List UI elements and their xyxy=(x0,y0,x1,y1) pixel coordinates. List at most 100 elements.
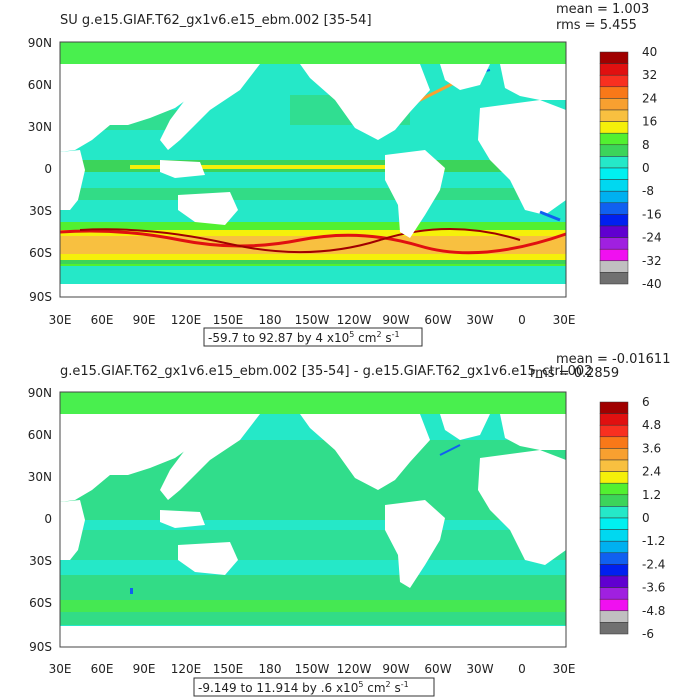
range-label: -59.7 to 92.87 by 4 x105 cm2 s-1 xyxy=(208,330,400,345)
bottom-panel: g.e15.GIAF.T62_gx1v6.e15_ebm.002 [35-54]… xyxy=(28,352,670,697)
lon-tick-label: 120W xyxy=(337,313,372,327)
lat-tick-label: 0 xyxy=(44,162,52,176)
colorbar-swatch xyxy=(599,575,629,588)
top-panel: SU g.e15.GIAF.T62_gx1v6.e15_ebm.002 [35-… xyxy=(28,2,662,347)
bottom-range-box: -9.149 to 11.914 by .6 x105 cm2 s-1 xyxy=(193,677,435,697)
colorbar-label: -6 xyxy=(642,627,654,641)
lon-tick-label: 60E xyxy=(91,662,114,676)
top-lat-axis: 90N 60N 30N 0 30S 60S 90S xyxy=(28,36,52,304)
colorbar-swatch xyxy=(599,74,629,88)
lat-tick-label: 30N xyxy=(28,120,52,134)
bottom-title: g.e15.GIAF.T62_gx1v6.e15_ebm.002 [35-54]… xyxy=(60,364,592,379)
colorbar-label: -2.4 xyxy=(642,557,665,571)
top-mean: mean = 1.003 xyxy=(556,2,649,17)
lon-tick-label: 90W xyxy=(382,313,409,327)
lon-tick-label: 0 xyxy=(518,313,526,327)
lon-tick-label: 0 xyxy=(518,662,526,676)
lon-tick-label: 30W xyxy=(466,662,493,676)
colorbar-swatch xyxy=(599,622,629,635)
colorbar-label: 4.8 xyxy=(642,418,661,432)
colorbar-swatch xyxy=(599,587,629,600)
lon-tick-label: 90E xyxy=(133,313,156,327)
lon-tick-label: 120E xyxy=(171,313,202,327)
lat-tick-label: 90S xyxy=(29,290,52,304)
lat-tick-label: 90S xyxy=(29,640,52,654)
bottom-mean: mean = -0.01611 xyxy=(556,352,670,367)
top-map xyxy=(59,41,567,298)
colorbar-swatch xyxy=(599,424,629,438)
lon-tick-label: 30W xyxy=(466,313,493,327)
colorbar-swatch xyxy=(599,156,629,169)
continents xyxy=(60,414,566,647)
lat-tick-label: 60N xyxy=(28,78,52,92)
colorbar-swatch xyxy=(599,63,629,76)
colorbar-swatch xyxy=(599,494,629,507)
colorbar-label: 8 xyxy=(642,138,650,152)
lat-tick-label: 60S xyxy=(29,246,52,260)
lon-tick-label: 90E xyxy=(133,662,156,676)
top-rms: rms = 5.455 xyxy=(556,18,637,33)
colorbar-label: 2.4 xyxy=(642,465,661,479)
colorbar-swatch xyxy=(599,564,629,577)
bottom-map xyxy=(59,391,567,648)
colorbar-label: 3.6 xyxy=(642,441,661,455)
colorbar-label: 32 xyxy=(642,68,657,82)
lon-tick-label: 120W xyxy=(337,662,372,676)
lat-tick-label: 60N xyxy=(28,428,52,442)
colorbar-label: -40 xyxy=(642,277,662,291)
bottom-lat-axis: 90N 60N 30N 0 30S 60S 90S xyxy=(28,386,52,654)
colorbar-swatch xyxy=(599,517,629,530)
lat-tick-label: 30N xyxy=(28,470,52,484)
lon-tick-label: 60E xyxy=(91,313,114,327)
colorbar-swatch xyxy=(599,202,629,215)
colorbar-label: -4.8 xyxy=(642,604,665,618)
colorbar-swatch xyxy=(599,144,629,157)
colorbar-label: 1.2 xyxy=(642,488,661,502)
colorbar-swatch xyxy=(599,260,629,273)
top-colorbar: 40 32 24 16 8 0 -8 -16 -24 -32 -40 xyxy=(599,45,662,291)
colorbar-label: -1.2 xyxy=(642,534,665,548)
colorbar-label: -3.6 xyxy=(642,581,665,595)
bottom-lon-axis: 30E 60E 90E 120E 150E 180 150W 120W 90W … xyxy=(49,662,576,676)
colorbar-swatch xyxy=(599,51,629,64)
colorbar-label: -16 xyxy=(642,207,662,221)
colorbar-swatch xyxy=(599,598,629,612)
lon-tick-label: 150W xyxy=(295,662,330,676)
colorbar-label: 16 xyxy=(642,115,657,129)
top-range-box: -59.7 to 92.87 by 4 x105 cm2 s-1 xyxy=(203,327,423,347)
colorbar-swatch xyxy=(599,552,629,565)
colorbar-swatch xyxy=(599,436,629,449)
lat-tick-label: 0 xyxy=(44,512,52,526)
colorbar-swatch xyxy=(599,109,629,122)
colorbar-swatch xyxy=(599,225,629,238)
lon-tick-label: 30E xyxy=(49,662,72,676)
bottom-rms: rms = 0.2859 xyxy=(530,366,619,381)
colorbar-label: -32 xyxy=(642,254,662,268)
bottom-colorbar: 6 4.8 3.6 2.4 1.2 0 -1.2 -2.4 -3.6 -4.8 -6 xyxy=(599,395,665,641)
colorbar-swatch xyxy=(599,471,629,484)
lon-tick-label: 180 xyxy=(259,662,282,676)
colorbar-swatch xyxy=(599,610,629,623)
top-lon-axis: 30E 60E 90E 120E 150E 180 150W 120W 90W … xyxy=(49,313,576,327)
lon-tick-label: 60W xyxy=(424,662,451,676)
colorbar-swatch xyxy=(599,506,629,519)
lon-tick-label: 180 xyxy=(259,313,282,327)
colorbar-label: -24 xyxy=(642,231,662,245)
colorbar-label: -8 xyxy=(642,184,654,198)
lon-tick-label: 120E xyxy=(171,662,202,676)
lat-tick-label: 90N xyxy=(28,36,52,50)
colorbar-swatch xyxy=(599,272,629,285)
lon-tick-label: 150W xyxy=(295,313,330,327)
colorbar-label: 6 xyxy=(642,395,650,409)
colorbar-label: 0 xyxy=(642,161,650,175)
colorbar-label: 24 xyxy=(642,91,657,105)
range-label: -9.149 to 11.914 by .6 x105 cm2 s-1 xyxy=(198,680,409,695)
continents xyxy=(60,64,566,297)
lon-tick-label: 60W xyxy=(424,313,451,327)
top-title: SU g.e15.GIAF.T62_gx1v6.e15_ebm.002 [35-… xyxy=(60,13,372,28)
colorbar-swatch xyxy=(599,448,629,461)
colorbar-swatch xyxy=(599,179,629,192)
colorbar-swatch xyxy=(599,121,629,134)
lat-tick-label: 30S xyxy=(29,204,52,218)
lat-tick-label: 30S xyxy=(29,554,52,568)
